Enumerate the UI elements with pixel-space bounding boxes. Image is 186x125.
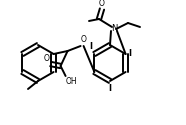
Text: I: I: [89, 42, 92, 51]
Text: O: O: [44, 54, 50, 63]
Text: N: N: [111, 24, 117, 34]
Text: O: O: [81, 36, 87, 44]
Text: OH: OH: [66, 77, 78, 86]
Text: I: I: [108, 84, 111, 93]
Text: I: I: [128, 50, 131, 58]
Text: O: O: [99, 0, 105, 8]
